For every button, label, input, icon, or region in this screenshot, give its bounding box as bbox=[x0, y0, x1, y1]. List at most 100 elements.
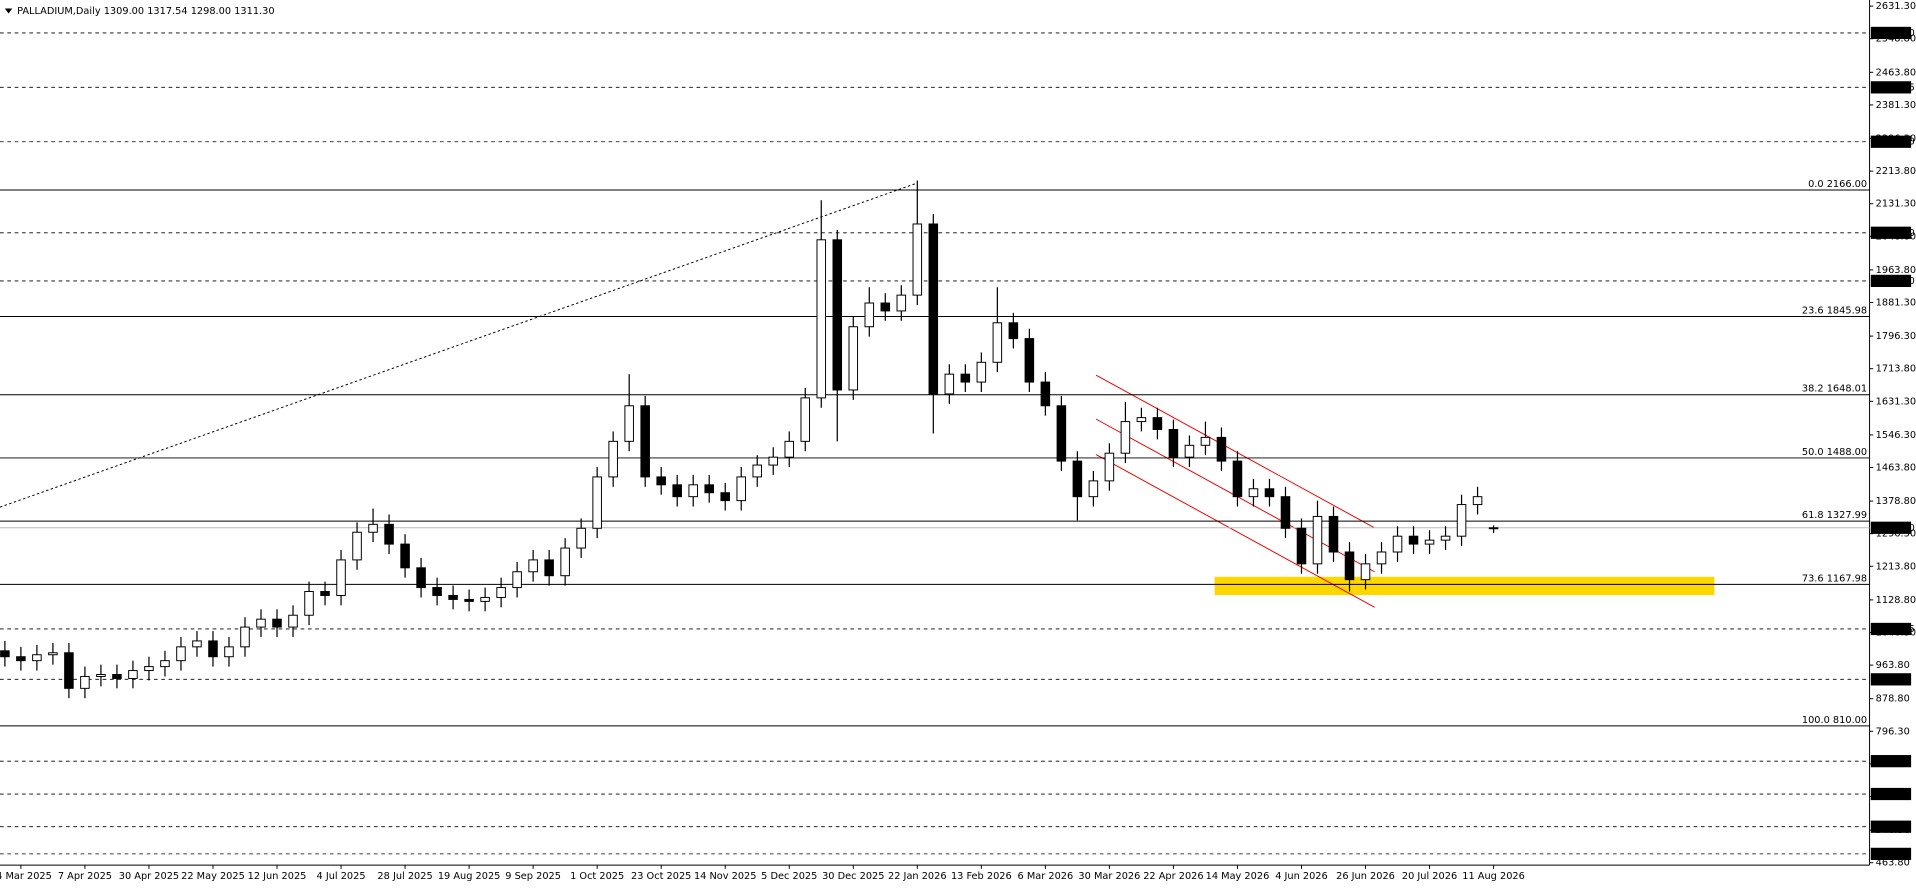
candle-body bbox=[816, 239, 827, 399]
candle-body bbox=[832, 239, 843, 391]
y-tick-label: 1463.80 bbox=[1876, 463, 1916, 474]
candle-body bbox=[1072, 460, 1083, 498]
candle-body bbox=[368, 523, 378, 533]
x-tick-label: 20 Jul 2026 bbox=[1402, 871, 1457, 882]
x-tick-label: 28 Jul 2025 bbox=[377, 871, 432, 882]
candle-body bbox=[976, 361, 987, 383]
candle-body bbox=[224, 646, 234, 658]
x-tick-label: 19 Aug 2025 bbox=[438, 871, 501, 882]
level-label-box bbox=[1870, 622, 1912, 636]
candle-body bbox=[1152, 417, 1163, 430]
trend-line bbox=[0, 182, 917, 508]
x-tick-label: 26 Jun 2026 bbox=[1336, 871, 1395, 882]
level-label: 486.10 bbox=[1874, 849, 1908, 860]
candle-body bbox=[1056, 405, 1067, 462]
candle-body bbox=[336, 559, 346, 596]
y-tick-label: 1796.30 bbox=[1876, 331, 1916, 342]
candle-body bbox=[1440, 535, 1451, 541]
y-tick-label: 1296.30 bbox=[1876, 529, 1916, 540]
x-tick-label: 14 May 2026 bbox=[1206, 871, 1270, 882]
x-tick-label: 30 Mar 2026 bbox=[1078, 871, 1140, 882]
level-label: 2563.40 bbox=[1874, 28, 1914, 39]
x-tick-label: 22 Apr 2026 bbox=[1143, 871, 1203, 882]
candle-body bbox=[1456, 504, 1467, 537]
level-label-box bbox=[1870, 847, 1912, 860]
level-label: 1055.25 bbox=[1874, 624, 1914, 635]
level-label: 2057.80 bbox=[1874, 228, 1914, 239]
candle-body bbox=[784, 440, 795, 458]
candle-body bbox=[16, 656, 26, 662]
channel-line bbox=[1095, 454, 1375, 608]
candle-body bbox=[240, 626, 250, 648]
candle-body bbox=[1296, 527, 1307, 565]
candle-body bbox=[1104, 452, 1115, 482]
level-label: 720.75 bbox=[1874, 756, 1908, 767]
fib-label: 50.0 1488.00 bbox=[1802, 447, 1867, 458]
candle-body bbox=[1168, 428, 1179, 458]
candle-body bbox=[1024, 338, 1035, 383]
candle-body bbox=[944, 373, 955, 395]
y-tick-label: 1963.80 bbox=[1876, 265, 1916, 276]
candle-body bbox=[656, 476, 666, 486]
candle-body bbox=[1360, 563, 1371, 581]
candle-body bbox=[48, 652, 58, 656]
y-tick-label: 2548.80 bbox=[1876, 34, 1916, 45]
y-tick-label: 1128.80 bbox=[1876, 595, 1916, 606]
x-tick-label: 9 Sep 2025 bbox=[505, 871, 561, 882]
candle-body bbox=[800, 397, 811, 442]
level-label-box bbox=[1870, 274, 1912, 288]
x-tick-label: 4 Jul 2025 bbox=[317, 871, 366, 882]
x-tick-label: 22 Jan 2026 bbox=[888, 871, 947, 882]
candle-body bbox=[1232, 460, 1243, 498]
candle-body bbox=[176, 646, 186, 662]
candle-body bbox=[272, 618, 282, 628]
fib-label: 23.6 1845.98 bbox=[1802, 305, 1867, 316]
candle-body bbox=[1328, 515, 1339, 553]
x-tick-label: 1 Oct 2025 bbox=[570, 871, 624, 882]
candle-body bbox=[640, 405, 650, 478]
y-tick-label: 2463.80 bbox=[1876, 67, 1916, 78]
level-label: 927.75 bbox=[1874, 674, 1908, 685]
candle-body bbox=[880, 302, 891, 312]
level-label: 554.85 bbox=[1874, 822, 1908, 833]
candle-body bbox=[256, 618, 266, 628]
candle-body bbox=[160, 660, 170, 668]
candle-body bbox=[1264, 488, 1275, 498]
candle-body bbox=[112, 674, 122, 679]
candle-body bbox=[1344, 551, 1355, 581]
level-label: 2425.75 bbox=[1874, 82, 1914, 93]
candle-body bbox=[560, 547, 570, 577]
candle-body bbox=[1248, 488, 1259, 498]
candle-body bbox=[1120, 421, 1131, 454]
candle-body bbox=[96, 674, 106, 677]
x-tick-label: 12 Jun 2025 bbox=[248, 871, 307, 882]
fib-label: 0.0 2166.00 bbox=[1808, 179, 1867, 190]
candle-body bbox=[1216, 436, 1227, 462]
last-price-label: 1311.30 bbox=[1874, 523, 1914, 534]
x-tick-label: 5 Dec 2025 bbox=[761, 871, 817, 882]
y-tick-label: 2631.30 bbox=[1876, 1, 1916, 12]
x-tick-label: 22 May 2025 bbox=[181, 871, 245, 882]
candle-body bbox=[912, 223, 923, 296]
candle-body bbox=[1376, 551, 1387, 565]
y-tick-label: 2213.80 bbox=[1876, 166, 1916, 177]
candle-body bbox=[1200, 436, 1211, 446]
candle-body bbox=[1280, 496, 1291, 529]
candle-body bbox=[304, 591, 314, 616]
level-label: 1936.00 bbox=[1874, 276, 1914, 287]
y-tick-label: 1213.80 bbox=[1876, 561, 1916, 572]
candle-body bbox=[608, 440, 618, 478]
y-tick-label: 1546.30 bbox=[1876, 430, 1916, 441]
candle-body bbox=[752, 464, 763, 478]
level-label-box bbox=[1870, 673, 1912, 686]
y-tick-label: 796.30 bbox=[1876, 726, 1910, 737]
fib-label: 38.2 1648.01 bbox=[1802, 384, 1867, 395]
candle-body bbox=[320, 591, 330, 596]
y-tick-label: 878.80 bbox=[1876, 694, 1910, 705]
last-price-box bbox=[1870, 521, 1912, 534]
candle-body bbox=[864, 302, 875, 328]
candle-body bbox=[1424, 539, 1435, 545]
fib-label: 100.0 810.00 bbox=[1802, 715, 1867, 726]
y-tick-label: 963.80 bbox=[1876, 660, 1910, 671]
candle-body bbox=[208, 640, 218, 658]
